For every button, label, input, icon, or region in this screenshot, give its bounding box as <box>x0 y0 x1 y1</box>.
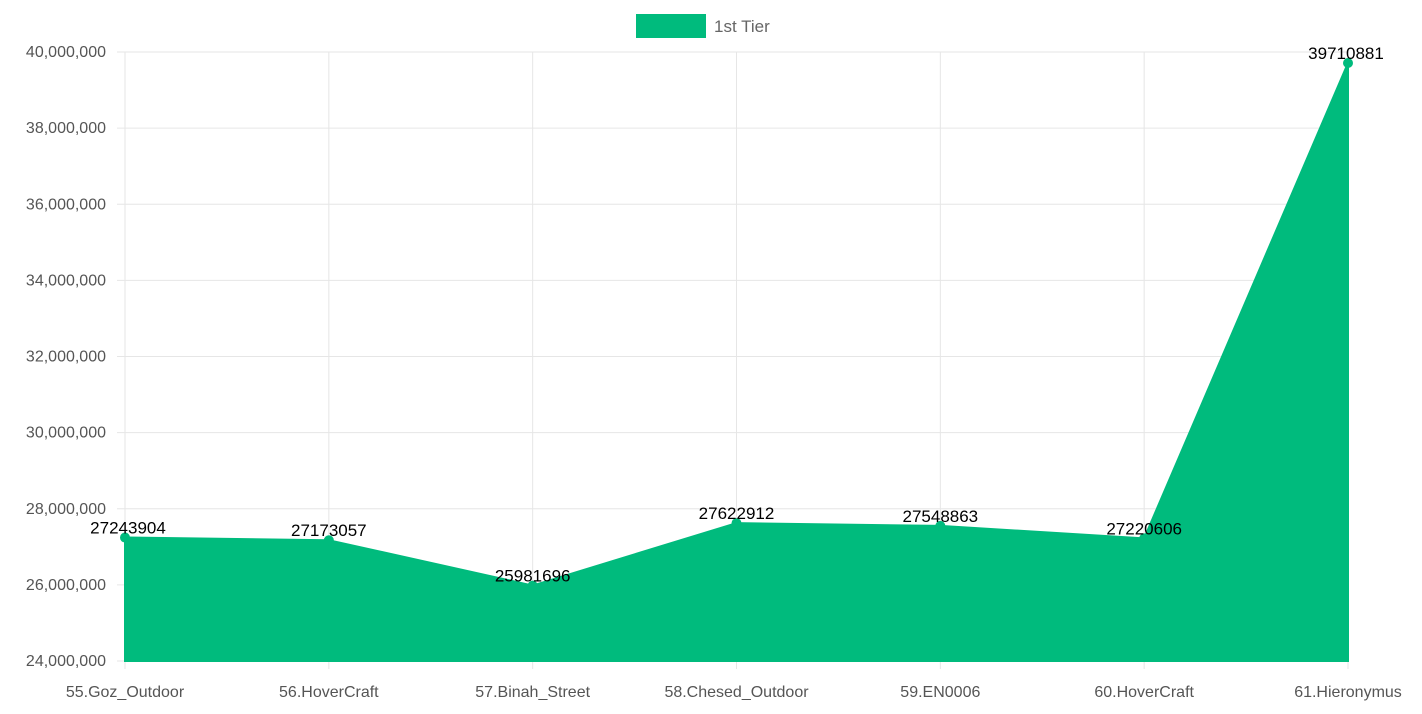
y-tick-label: 38,000,000 <box>26 120 106 137</box>
y-tick-label: 26,000,000 <box>26 577 106 594</box>
data-labels: 27243904 27173057 25981696 27622912 27548863… <box>90 44 1384 586</box>
x-tick-label: 61.Hieronymus <box>1294 684 1402 701</box>
data-label: 27243904 <box>90 519 166 538</box>
legend-swatch <box>636 14 706 38</box>
data-label: 27173057 <box>291 521 367 540</box>
data-label: 25981696 <box>495 567 571 586</box>
x-tick-label: 57.Binah_Street <box>475 684 590 701</box>
data-point <box>323 535 334 546</box>
data-label: 27220606 <box>1106 519 1182 538</box>
data-point <box>120 532 130 543</box>
legend: 1st Tier <box>636 14 770 38</box>
data-points <box>120 58 1353 591</box>
y-tick-label: 36,000,000 <box>26 196 106 213</box>
data-point <box>935 520 946 531</box>
y-tick-label: 32,000,000 <box>26 349 106 366</box>
x-tick-label: 60.HoverCraft <box>1094 684 1194 701</box>
y-tick-label: 30,000,000 <box>26 425 106 442</box>
legend-label: 1st Tier <box>714 17 770 36</box>
x-axis: 55.Goz_Outdoor 56.HoverCraft 57.Binah_Stre… <box>66 684 1402 701</box>
x-tick-label: 56.HoverCraft <box>279 684 379 701</box>
y-axis: 24,000,000 26,000,000 28,000,000 30,000,000… <box>26 44 106 670</box>
x-tick-label: 55.Goz_Outdoor <box>66 684 185 701</box>
area-fill <box>124 62 1349 662</box>
y-tick-label: 40,000,000 <box>26 44 106 61</box>
x-tick-label: 58.Chesed_Outdoor <box>664 684 809 701</box>
y-tick-label: 28,000,000 <box>26 501 106 518</box>
data-point <box>1343 58 1353 69</box>
data-label: 27548863 <box>903 507 979 526</box>
y-tick-label: 24,000,000 <box>26 653 106 670</box>
data-point <box>527 580 538 591</box>
x-tick-label: 59.EN0006 <box>900 684 980 701</box>
data-label: 39710881 <box>1308 44 1384 63</box>
data-point <box>731 518 742 529</box>
data-point <box>1139 533 1150 544</box>
area-series <box>124 62 1349 662</box>
data-label: 27622912 <box>699 504 775 523</box>
y-tick-label: 34,000,000 <box>26 272 106 289</box>
